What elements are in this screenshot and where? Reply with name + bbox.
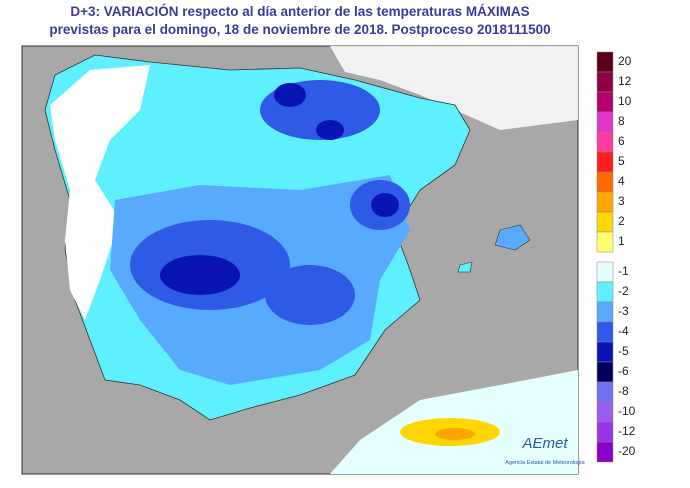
legend-label: 1 xyxy=(618,234,625,248)
legend-label: 20 xyxy=(618,54,632,68)
legend-swatch xyxy=(596,171,614,193)
legend-swatch xyxy=(596,261,614,283)
legend-swatch xyxy=(596,111,614,133)
legend-swatch xyxy=(596,231,614,253)
land-north xyxy=(330,46,578,130)
legend-label: -6 xyxy=(618,364,629,378)
legend-label: 3 xyxy=(618,194,625,208)
title-line-1: D+3: VARIACIÓN respecto al día anterior … xyxy=(70,4,529,19)
legend-swatch xyxy=(596,191,614,213)
cold-zone-south xyxy=(265,265,355,325)
portugal-galicia-zone xyxy=(50,65,150,320)
ibiza xyxy=(457,261,473,273)
legend-swatch xyxy=(596,91,614,113)
legend-label: 8 xyxy=(618,114,625,128)
legend-label: 6 xyxy=(618,134,625,148)
legend-label: -3 xyxy=(618,304,629,318)
legend-swatch xyxy=(596,361,614,383)
legend-swatch xyxy=(596,341,614,363)
legend-label: -8 xyxy=(618,384,629,398)
legend-swatch xyxy=(596,281,614,303)
legend-swatch xyxy=(596,211,614,233)
legend-label: -5 xyxy=(618,344,629,358)
legend-swatch xyxy=(596,421,614,443)
logo: AEmet Agencia Estatal de Meteorología xyxy=(505,435,585,466)
legend-swatch xyxy=(596,151,614,173)
logo-name: AEmet xyxy=(521,435,568,452)
legend-label: 5 xyxy=(618,154,625,168)
legend-label: 2 xyxy=(618,214,625,228)
very-cold-zone-east xyxy=(371,193,399,217)
warm-core xyxy=(435,428,475,440)
legend-label: 10 xyxy=(618,94,632,108)
legend-label: 12 xyxy=(618,74,632,88)
map xyxy=(21,45,579,475)
legend-label: -12 xyxy=(618,424,636,438)
legend: 20 12 10 8 6 5 4 3 2 1 -1 -2 -3 -4 -5 -6 -8 -10 -12 -20 xyxy=(596,51,636,463)
legend-swatch xyxy=(596,71,614,93)
legend-swatch xyxy=(596,131,614,153)
legend-label: -2 xyxy=(618,284,629,298)
legend-swatch xyxy=(596,441,614,463)
logo-subtitle: Agencia Estatal de Meteorología xyxy=(505,460,585,466)
legend-label: -10 xyxy=(618,404,636,418)
legend-swatch xyxy=(596,301,614,323)
title-line-2: previstas para el domingo, 18 de noviemb… xyxy=(49,22,550,37)
legend-label: 4 xyxy=(618,174,625,188)
legend-swatch xyxy=(596,51,614,73)
very-cold-zone-north xyxy=(274,83,306,107)
legend-swatch xyxy=(596,401,614,423)
legend-swatch xyxy=(596,321,614,343)
balearic-islands xyxy=(494,224,531,251)
legend-swatch xyxy=(596,381,614,403)
legend-label: -20 xyxy=(618,444,636,458)
very-cold-zone xyxy=(160,255,240,295)
legend-label: -4 xyxy=(618,324,629,338)
very-cold-zone-north-2 xyxy=(316,120,344,140)
legend-label: -1 xyxy=(618,264,629,278)
